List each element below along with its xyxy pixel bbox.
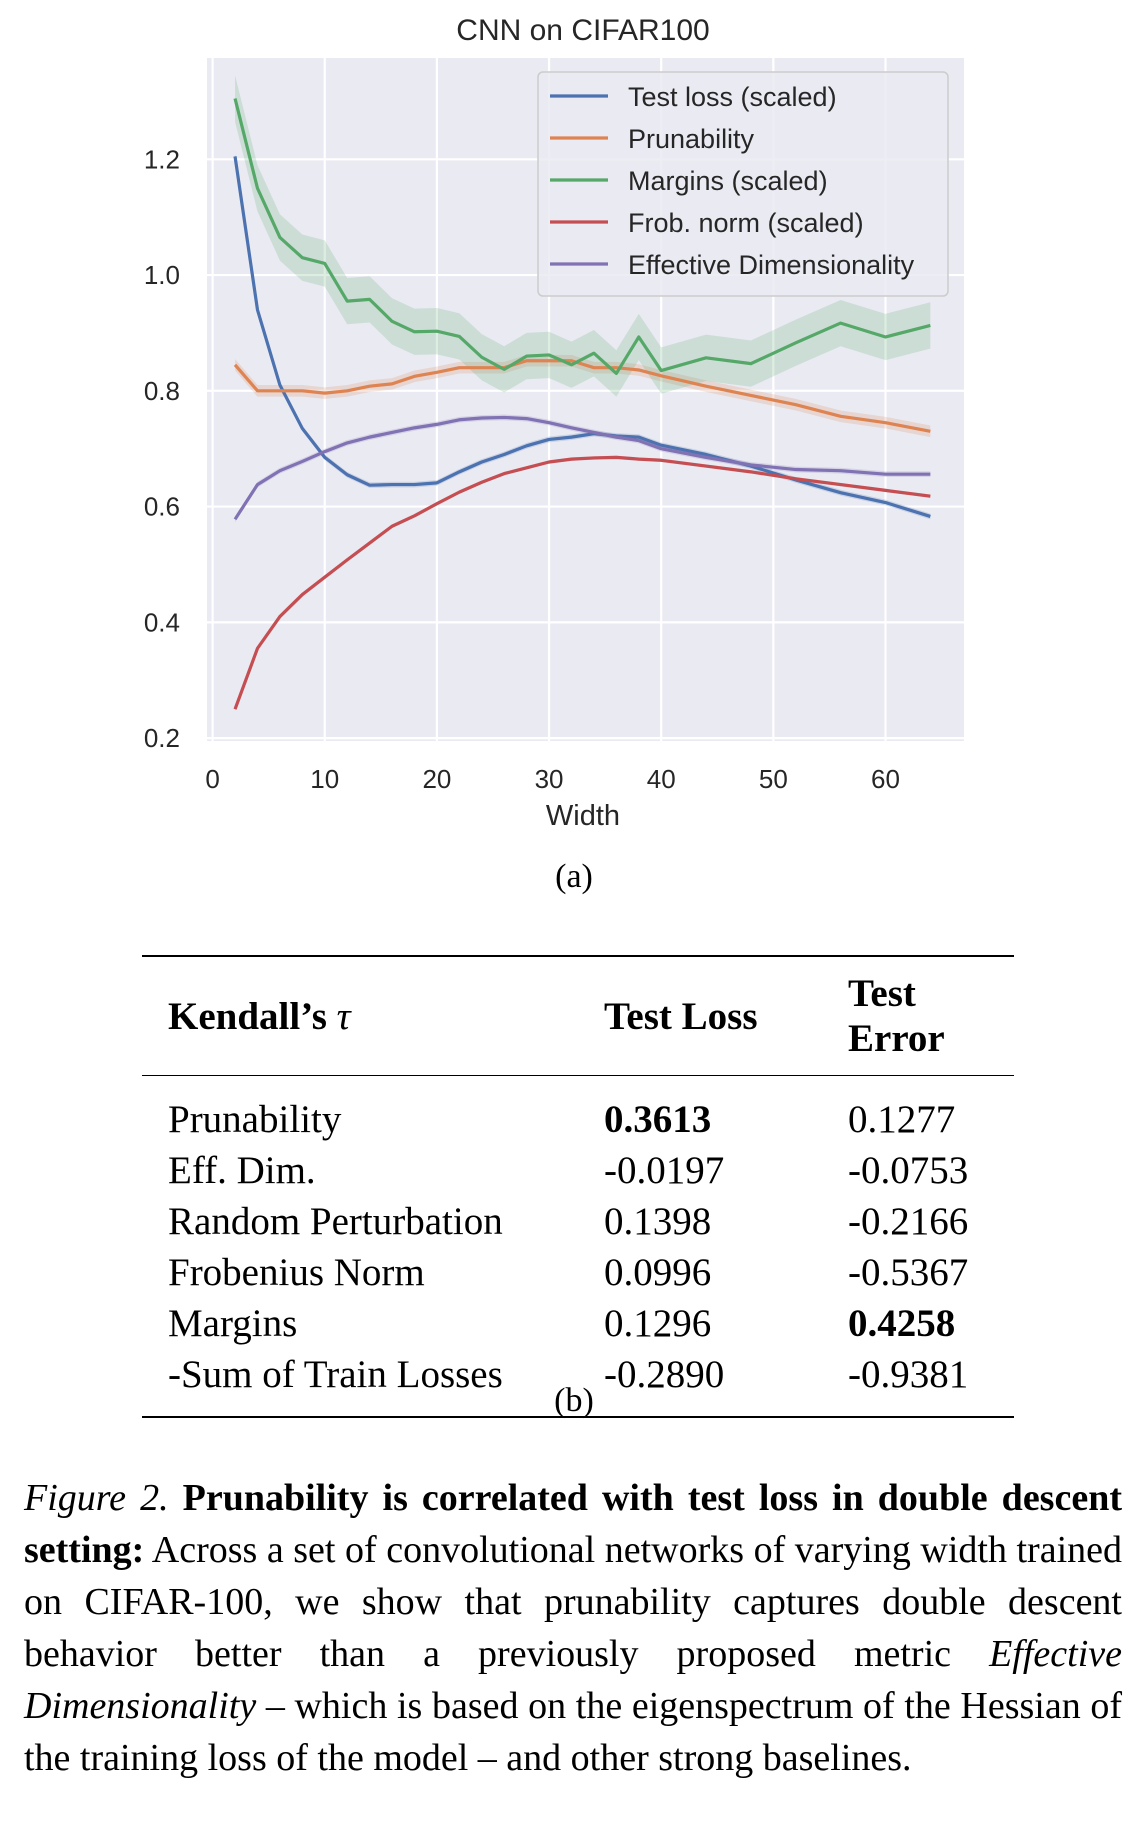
tau-symbol: τ [336,994,351,1038]
test-loss-cell: -0.2890 [604,1353,725,1396]
y-tick-label: 0.8 [144,376,180,406]
figure-a-label: (a) [555,858,593,895]
table-row: Frobenius Norm 0.0996 -0.5367 [142,1247,1014,1298]
test-error-cell: -0.5367 [848,1251,969,1294]
legend-label: Frob. norm (scaled) [628,208,864,238]
caption-figure-label: Figure 2. [24,1477,169,1519]
series-line-4 [233,415,931,521]
y-tick-label: 1.0 [144,260,180,290]
header-test-error: Test Error [848,972,945,1060]
legend: Test loss (scaled) Prunability Margins (sc… [537,71,949,297]
caption-italic-term: Effective Dimensionality [24,1633,1122,1727]
table-row: Margins 0.1296 0.4258 [142,1298,1014,1349]
legend-label: Effective Dimensionality [628,250,915,280]
caption-text-1: Across a set of convolutional networks o… [24,1529,1122,1675]
x-tick-label: 0 [205,764,219,794]
header-test-loss: Test Loss [604,994,758,1038]
chart-title: CNN on CIFAR100 [456,14,709,47]
table-header-row: Kendall’s τ Test Loss Test Error [142,956,1014,1076]
test-error-cell: -0.0753 [848,1149,969,1192]
x-tick-label: 60 [871,764,900,794]
metric-name-cell: Eff. Dim. [168,1149,316,1192]
y-tick-label: 1.2 [144,144,180,174]
metric-name-cell: Frobenius Norm [168,1251,425,1294]
figure-a-chart: CNN on CIFAR100 0 10 20 30 40 50 60 0.20.40.60… [144,14,964,832]
metric-name-cell: -Sum of Train Losses [168,1353,503,1396]
legend-box [537,71,949,297]
test-loss-cell: 0.3613 [604,1098,712,1141]
x-tick-label: 10 [310,764,339,794]
test-loss-cell: 0.1296 [604,1302,712,1345]
series-line-3 [233,455,931,710]
y-tick-labels: 0.2 0.4 0.6 0.8 1.0 1.2 [144,144,180,753]
legend-label: Test loss (scaled) [628,82,837,112]
caption-bold-title: Prunability is correlated with test loss… [24,1477,1122,1571]
series-lines [233,98,931,710]
figure-caption: Figure 2. Prunability is correlated with… [24,1472,1122,1784]
series-band-2 [235,75,931,397]
x-tick-label: 50 [759,764,788,794]
legend-label: Prunability [628,124,755,154]
caption-text-2: – which is based on the eigenspectrum of… [24,1685,1122,1779]
y-tick-label: 0.2 [144,723,180,753]
test-error-cell: 0.1277 [848,1098,956,1141]
kendall-tau-table: Kendall’s τ Test Loss Test Error Prunabi… [142,955,1014,1418]
test-error-cell: 0.4258 [848,1302,956,1345]
x-tick-label: 30 [535,764,564,794]
table-row: -Sum of Train Losses -0.2890 -0.9381 [142,1349,1014,1417]
test-loss-cell: 0.1398 [604,1200,712,1243]
header-metric-text: Kendall’s [168,994,337,1038]
legend-label: Margins (scaled) [628,166,828,196]
y-tick-label: 0.6 [144,492,180,522]
metric-name-cell: Random Perturbation [168,1200,503,1243]
table-row: Random Perturbation 0.1398 -0.2166 [142,1196,1014,1247]
table-row: Prunability 0.3613 0.1277 [142,1076,1014,1146]
grid [207,58,964,741]
table-body: Prunability 0.3613 0.1277 Eff. Dim. -0.0197 -… [142,1076,1014,1417]
table-row: Eff. Dim. -0.0197 -0.0753 [142,1145,1014,1196]
x-tick-label: 20 [422,764,451,794]
series-line-2 [233,98,931,376]
test-loss-cell: -0.0197 [604,1149,725,1192]
metric-name-cell: Margins [168,1302,298,1345]
test-error-cell: -0.2166 [848,1200,969,1243]
x-tick-label: 40 [647,764,676,794]
metric-name-cell: Prunability [168,1098,342,1141]
test-error-cell: -0.9381 [848,1353,969,1396]
figure-b-label: (b) [554,1382,594,1419]
x-tick-labels: 0 10 20 30 40 50 60 [205,764,900,794]
series-band-1 [235,354,931,438]
test-loss-cell: 0.0996 [604,1251,712,1294]
header-metric: Kendall’s τ [142,956,578,1076]
y-tick-label: 0.4 [144,607,180,637]
x-axis-label: Width [546,800,620,832]
